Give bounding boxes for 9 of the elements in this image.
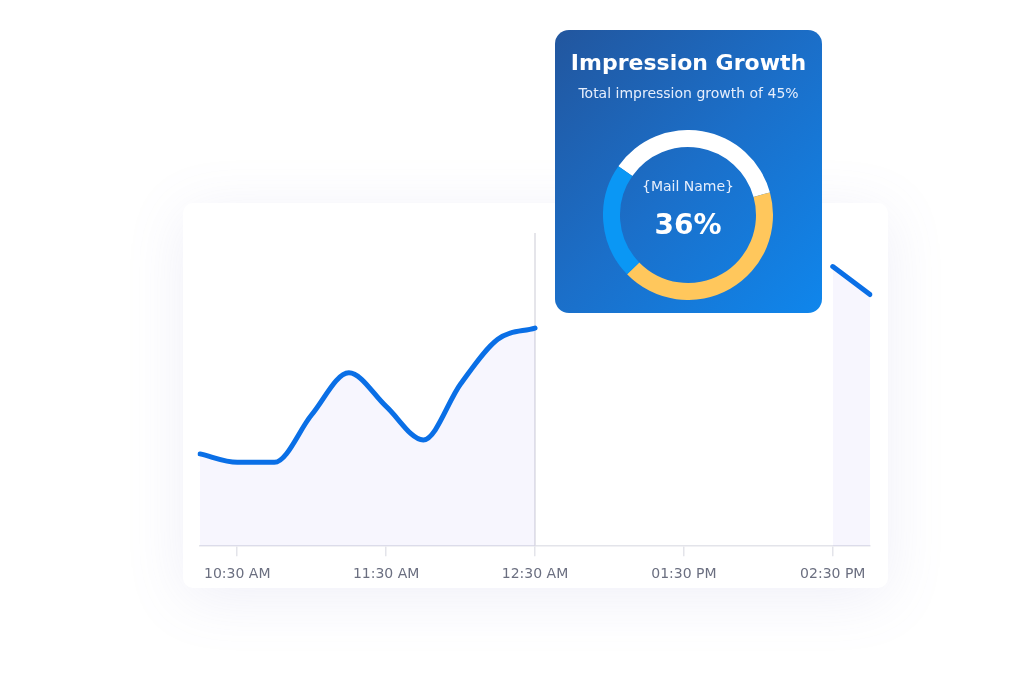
text: 36% [653, 208, 723, 241]
x-tick-label: 10:30 AM [204, 565, 271, 582]
x-tick-label: 12:30 AM [501, 565, 569, 582]
chart-subtitle: Total impression growth of 45% [577, 85, 800, 101]
text: {Mail Name} [641, 178, 735, 194]
chart-title: Impression Growth [569, 50, 808, 75]
x-tick-label: 01:30 PM [651, 565, 717, 582]
x-tick-label: 11:30 AM [352, 565, 420, 582]
x-tick-label: 02:30 PM [800, 565, 866, 582]
